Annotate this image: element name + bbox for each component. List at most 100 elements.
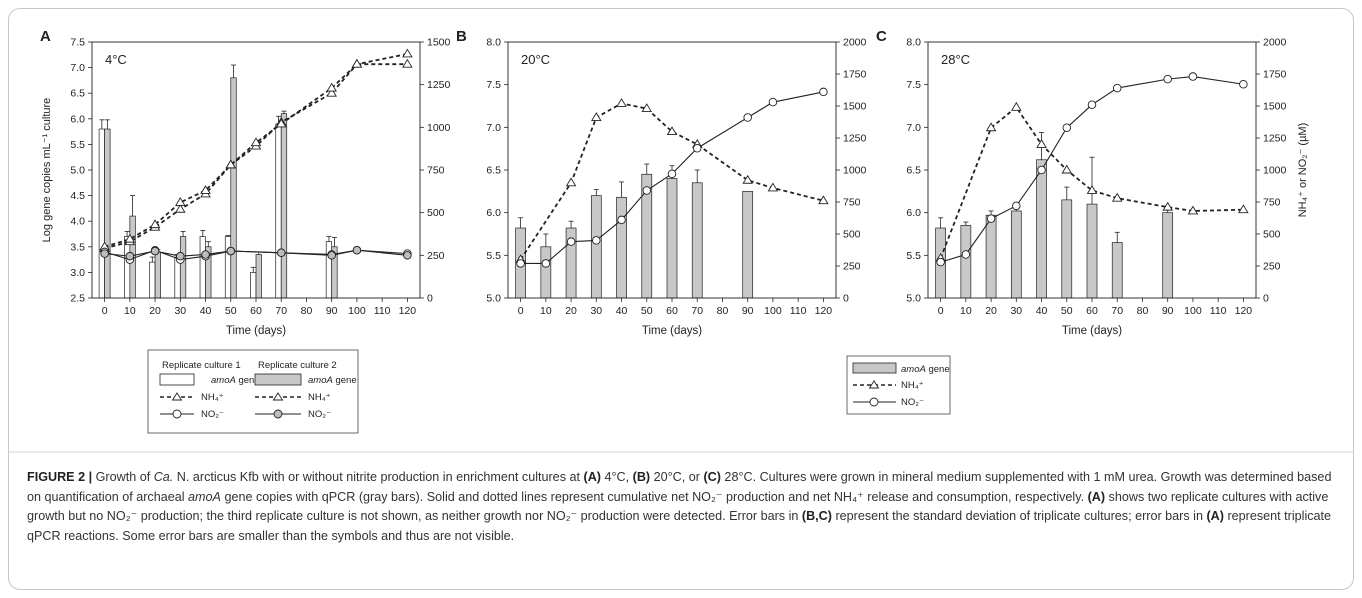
x-tick-label: 60 bbox=[666, 305, 678, 317]
no2-point bbox=[201, 250, 210, 259]
y2-tick-label: 500 bbox=[843, 229, 861, 241]
bar bbox=[280, 113, 288, 299]
bar bbox=[616, 196, 627, 299]
y-tick-label: 3.0 bbox=[70, 267, 85, 279]
bar bbox=[98, 128, 105, 299]
x-tick-label: 100 bbox=[348, 305, 366, 317]
no2-point bbox=[176, 251, 185, 261]
bar bbox=[154, 251, 161, 299]
x-tick-label: 100 bbox=[764, 305, 782, 317]
y2-tick-label: 1500 bbox=[427, 37, 451, 49]
y-tick-label: 8.0 bbox=[906, 37, 921, 49]
nh4-point bbox=[666, 126, 678, 136]
nh4-point bbox=[591, 112, 602, 121]
circle-gray-marker-icon bbox=[273, 409, 283, 419]
legend-right: amoA gene NH₄⁺ NO₂⁻ bbox=[846, 355, 951, 415]
panel-letter: C bbox=[876, 28, 887, 45]
no2-point bbox=[592, 236, 601, 245]
y2-tick-label: 1500 bbox=[1263, 101, 1287, 113]
no2-point bbox=[768, 97, 778, 107]
x-tick-label: 20 bbox=[985, 305, 997, 317]
x-tick-label: 20 bbox=[149, 305, 161, 317]
x-tick-label: 40 bbox=[1036, 305, 1048, 317]
y-tick-label: 6.0 bbox=[70, 113, 85, 125]
bar bbox=[590, 195, 602, 299]
no2-point bbox=[743, 113, 752, 122]
bar bbox=[1010, 210, 1022, 299]
y-axis-label: Log gene copies mL⁻¹ culture bbox=[41, 98, 53, 243]
circle-marker-icon bbox=[172, 409, 182, 419]
no2-point bbox=[566, 237, 576, 246]
nh4-point bbox=[1011, 101, 1022, 111]
nh4-point bbox=[275, 118, 287, 128]
y-tick-label: 3.5 bbox=[70, 241, 85, 253]
no2-point bbox=[125, 251, 135, 261]
bar bbox=[224, 236, 232, 299]
x-tick-label: 0 bbox=[518, 305, 524, 317]
no2-point bbox=[276, 248, 286, 258]
x-tick-label: 10 bbox=[540, 305, 552, 317]
y2-tick-label: 1250 bbox=[427, 79, 451, 91]
x-tick-label: 10 bbox=[124, 305, 136, 317]
x-tick-label: 60 bbox=[1086, 305, 1098, 317]
nh4-point bbox=[616, 98, 627, 107]
nh4-point bbox=[767, 182, 779, 192]
bar bbox=[199, 236, 206, 299]
nh4-point bbox=[985, 122, 997, 132]
y-tick-label: 6.5 bbox=[906, 165, 921, 177]
bar bbox=[540, 246, 552, 299]
x-tick-label: 110 bbox=[1210, 305, 1227, 317]
nh4-point bbox=[149, 219, 161, 229]
no2-point bbox=[1087, 100, 1097, 109]
y-tick-label: 7.0 bbox=[70, 62, 85, 74]
no2-point bbox=[327, 251, 336, 260]
y2-tick-label: 0 bbox=[843, 293, 849, 305]
nh4-line bbox=[519, 102, 824, 261]
panel-letter: B bbox=[456, 28, 467, 45]
caption-text: 4°C, bbox=[600, 470, 633, 484]
nh4-point bbox=[175, 203, 186, 213]
bar bbox=[1111, 242, 1123, 299]
y-tick-label: 5.5 bbox=[70, 139, 85, 151]
bar bbox=[742, 190, 754, 299]
y2-tick-label: 0 bbox=[427, 293, 433, 305]
caption-panel-ref: (A) bbox=[583, 470, 601, 484]
bar bbox=[1086, 203, 1098, 299]
y-tick-label: 7.0 bbox=[486, 122, 501, 134]
no2-point bbox=[1188, 72, 1198, 81]
panel-a: 0 10 20 30 40 50 60 70 80 90 100 110 120 2.5 3.0 3.5 4.0… bbox=[40, 28, 451, 337]
caption-panel-ref: (A) bbox=[1087, 489, 1106, 504]
caption-text: gene copies with qPCR (gray bars). Solid… bbox=[220, 489, 1088, 504]
y-tick-label: 6.0 bbox=[486, 207, 501, 219]
temperature-label: 20°C bbox=[521, 52, 550, 67]
bar bbox=[691, 182, 703, 299]
y-tick-label: 6.5 bbox=[70, 88, 85, 100]
nh4-line bbox=[939, 105, 1244, 259]
nh4-point bbox=[351, 58, 363, 68]
bar bbox=[179, 236, 187, 299]
y-tick-label: 6.0 bbox=[906, 207, 921, 219]
y2-tick-label: 1250 bbox=[1263, 133, 1287, 145]
circle-marker-icon bbox=[869, 397, 879, 407]
no2-point bbox=[961, 250, 971, 259]
nh4-point bbox=[124, 233, 136, 243]
x-tick-label: 0 bbox=[102, 305, 108, 317]
y-tick-label: 7.5 bbox=[486, 79, 501, 91]
triangle-marker-icon bbox=[171, 392, 183, 401]
caption-italic: Ca. bbox=[153, 470, 174, 484]
legend-white-bar-swatch bbox=[159, 373, 195, 386]
legend-right-nh4: NH₄⁺ bbox=[901, 380, 924, 391]
nh4-point bbox=[250, 137, 262, 147]
nh4-point bbox=[402, 48, 413, 58]
y-tick-label: 5.5 bbox=[906, 250, 921, 262]
y2-tick-label: 1000 bbox=[427, 122, 451, 134]
y-tick-label: 5.5 bbox=[486, 250, 501, 262]
x-tick-label: 60 bbox=[250, 305, 262, 317]
no2-point bbox=[150, 246, 160, 256]
y2-tick-label: 1500 bbox=[843, 101, 867, 113]
no2-point bbox=[403, 251, 412, 260]
legend-left-amoa-2: amoA gene bbox=[308, 375, 357, 386]
x-tick-label: 70 bbox=[691, 305, 703, 317]
no2-point bbox=[642, 186, 652, 195]
nh4-point bbox=[326, 87, 337, 97]
